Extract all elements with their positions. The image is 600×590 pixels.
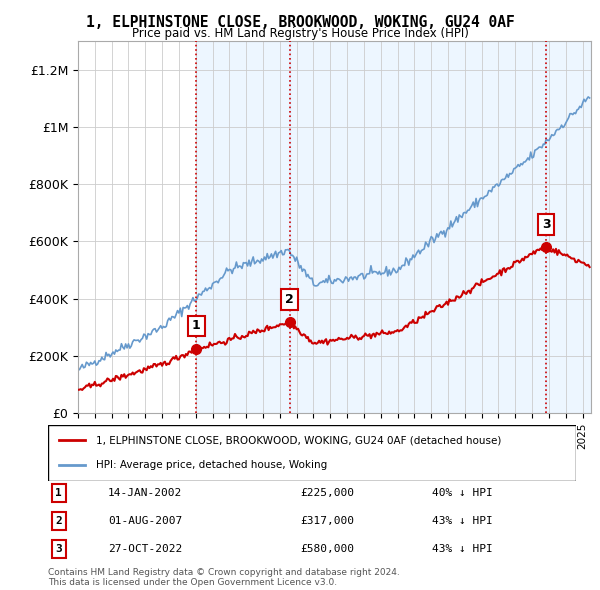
Text: £580,000: £580,000 (300, 545, 354, 554)
Bar (196, 41, 290, 413)
Text: 01-AUG-2007: 01-AUG-2007 (108, 516, 182, 526)
Bar (290, 41, 546, 413)
Text: Contains HM Land Registry data © Crown copyright and database right 2024.
This d: Contains HM Land Registry data © Crown c… (48, 568, 400, 587)
Text: 2: 2 (55, 516, 62, 526)
Text: 43% ↓ HPI: 43% ↓ HPI (432, 516, 493, 526)
Text: 2: 2 (285, 293, 294, 306)
Text: 43% ↓ HPI: 43% ↓ HPI (432, 545, 493, 554)
Text: 40% ↓ HPI: 40% ↓ HPI (432, 488, 493, 497)
FancyBboxPatch shape (48, 425, 576, 481)
Bar (546, 41, 591, 413)
Text: 14-JAN-2002: 14-JAN-2002 (108, 488, 182, 497)
Text: £225,000: £225,000 (300, 488, 354, 497)
Text: 27-OCT-2022: 27-OCT-2022 (108, 545, 182, 554)
Text: 3: 3 (55, 545, 62, 554)
Text: 1: 1 (55, 488, 62, 497)
Text: 1, ELPHINSTONE CLOSE, BROOKWOOD, WOKING, GU24 0AF (detached house): 1, ELPHINSTONE CLOSE, BROOKWOOD, WOKING,… (95, 435, 501, 445)
Text: Price paid vs. HM Land Registry's House Price Index (HPI): Price paid vs. HM Land Registry's House … (131, 27, 469, 40)
Text: HPI: Average price, detached house, Woking: HPI: Average price, detached house, Woki… (95, 460, 327, 470)
Text: £317,000: £317,000 (300, 516, 354, 526)
Text: 3: 3 (542, 218, 550, 231)
Text: 1: 1 (192, 319, 201, 332)
Text: 1, ELPHINSTONE CLOSE, BROOKWOOD, WOKING, GU24 0AF: 1, ELPHINSTONE CLOSE, BROOKWOOD, WOKING,… (86, 15, 514, 30)
